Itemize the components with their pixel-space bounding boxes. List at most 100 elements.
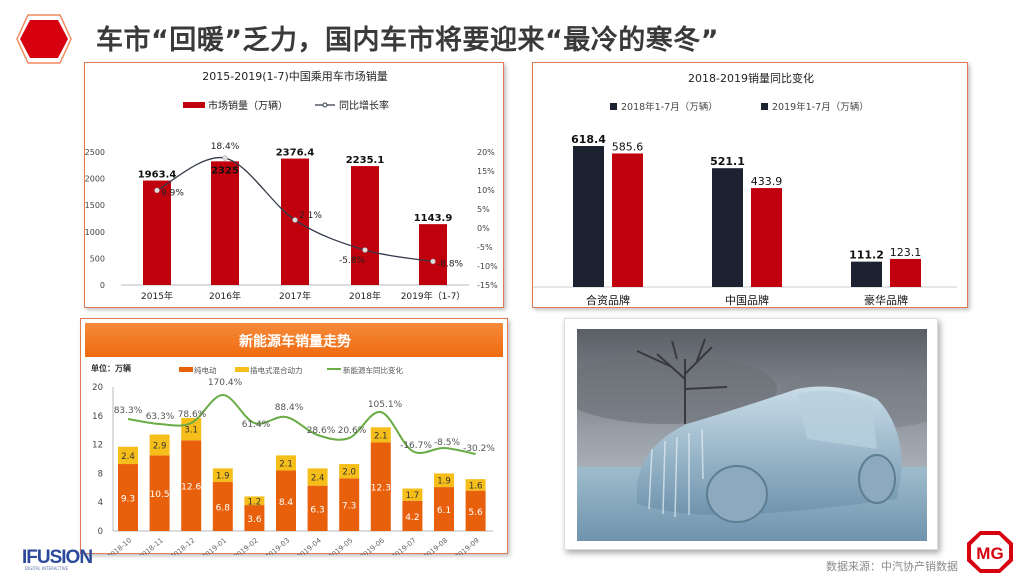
line-marker	[292, 217, 298, 223]
bar-value-label: 433.9	[751, 175, 783, 188]
line-marker	[222, 155, 228, 161]
bar-bev	[434, 487, 454, 531]
line-value-label: -16.7%	[400, 441, 432, 451]
x-tick: 2019-09	[453, 536, 481, 555]
bar-value-label: 111.2	[849, 249, 884, 262]
hexagon-icon	[16, 14, 72, 64]
bar-phev	[339, 464, 360, 479]
x-tick: 2019-06	[359, 536, 387, 555]
x-tick: 2019-02	[232, 536, 260, 555]
bar-value-label: 12.3	[371, 484, 391, 494]
y-tick-right: 10%	[477, 186, 495, 195]
chart-title: 2018-2019销量同比变化	[688, 71, 814, 85]
y-tick-left: 1500	[85, 201, 105, 210]
bar-value-label: 2.9	[153, 441, 167, 451]
bar	[351, 166, 379, 285]
bar-phev	[370, 427, 391, 443]
bar-phev	[181, 417, 202, 441]
ifusion-logo-subtitle: DIGITAL INTERACTIVE	[25, 566, 69, 571]
y-tick: 0	[98, 527, 103, 537]
line-value-label: 2.1%	[299, 211, 322, 221]
bar-value-label: 1963.4	[138, 170, 177, 181]
bar	[712, 168, 743, 287]
bar-bev	[276, 470, 296, 531]
bar-phev	[244, 496, 265, 506]
y-tick-left: 2500	[85, 148, 105, 157]
chart-2-svg: 2018-2019销量同比变化 2018年1-7月（万辆） 2019年1-7月（万辆…	[533, 71, 957, 307]
page-title: 车市“回暖”乏力，国内车市将要迎来“最冷的寒冬”	[96, 25, 719, 56]
bar-value-label: 2.1	[279, 459, 293, 469]
y-tick: 20	[92, 383, 103, 393]
x-tick: 2015年	[141, 290, 173, 302]
y-tick-left: 1000	[85, 228, 105, 237]
bar	[612, 153, 643, 287]
yoy-line	[127, 393, 476, 455]
bar-value-label: 6.8	[216, 504, 231, 514]
data-source-note: 数据来源：中汽协产销数据	[826, 560, 958, 573]
line-value-label: 9.9%	[161, 188, 184, 198]
legend-label: 同比增长率	[339, 99, 389, 112]
legend-label: 新能源车同比变化	[343, 365, 403, 375]
x-tick: 2017年	[279, 290, 311, 302]
x-tick: 2018年	[349, 290, 381, 302]
x-tick: 2019-08	[422, 536, 450, 555]
bar-phev	[276, 455, 296, 471]
y-tick-left: 2000	[85, 175, 105, 184]
bar-value-label: 5.6	[468, 508, 483, 518]
x-tick: 2019-05	[327, 536, 355, 555]
bar-bev	[149, 455, 170, 531]
y-tick-right: -10%	[477, 262, 498, 271]
legend-swatch	[179, 367, 193, 372]
bar-value-label: 6.3	[310, 505, 324, 515]
y-tick: 4	[98, 498, 103, 508]
legend-swatch	[235, 367, 249, 372]
bar-value-label: 10.5	[150, 490, 170, 500]
y-tick-right: -15%	[477, 281, 498, 290]
y-tick-right: 0%	[477, 224, 490, 233]
line-marker	[430, 258, 436, 265]
bar-value-label: 9.3	[121, 495, 135, 505]
line-value-label: 18.4%	[211, 142, 240, 152]
x-tick: 2019-03	[264, 536, 292, 555]
bar-value-label: 8.4	[279, 498, 294, 508]
line-value-label: -8.8%	[437, 259, 464, 269]
line-value-label: 61.4%	[242, 420, 271, 430]
y-tick: 16	[92, 412, 103, 422]
chart-header-bar	[85, 323, 503, 357]
bar-value-label: 3.1	[184, 426, 198, 436]
line-value-label: 105.1%	[368, 400, 403, 410]
bar-value-label: 1.7	[406, 491, 420, 501]
svg-text:MG: MG	[976, 544, 1003, 563]
x-tick: 2018-12	[169, 536, 197, 555]
chart-title: 新能源车销量走势	[239, 333, 351, 350]
bar-value-label: 12.6	[181, 483, 201, 493]
bar-phev	[307, 468, 328, 486]
bar-phev	[212, 468, 233, 483]
bar	[751, 188, 782, 287]
header: 车市“回暖”乏力，国内车市将要迎来“最冷的寒冬”	[0, 0, 1024, 64]
legend-swatch	[610, 103, 617, 110]
x-tick: 2019年（1-7）	[401, 290, 466, 302]
y-tick-right: -5%	[477, 243, 493, 252]
bar-phev	[434, 473, 454, 488]
bar-value-label: 1.9	[437, 477, 451, 487]
mg-logo-icon: MG	[967, 531, 1013, 573]
bar	[851, 261, 882, 287]
bar-bev	[465, 490, 486, 531]
x-tick: 2019-07	[390, 536, 418, 555]
line-value-label: 83.3%	[114, 406, 143, 416]
photo-frame	[564, 318, 938, 550]
bar-value-label: 2.0	[342, 468, 356, 478]
line-value-label: -30.2%	[463, 444, 495, 454]
x-tick: 中国品牌	[725, 293, 769, 307]
bar-phev	[465, 479, 486, 491]
bar-value-label: 1.6	[469, 481, 483, 491]
bar-phev	[118, 446, 138, 465]
frozen-car-image	[577, 329, 927, 541]
line-value-label: 88.4%	[275, 403, 304, 413]
passenger-car-sales-chart: 2015-2019(1-7)中国乘用车市场销量 市场销量（万辆） 同比增长率 0 500…	[84, 62, 504, 308]
y-tick-right: 20%	[477, 148, 495, 157]
y-tick-left: 0	[100, 281, 105, 290]
bar-value-label: 2.1	[374, 431, 388, 441]
